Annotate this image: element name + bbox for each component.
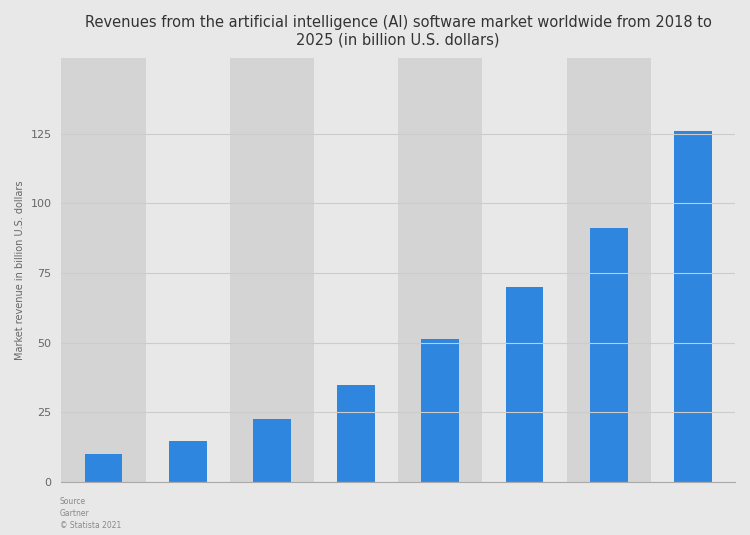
Title: Revenues from the artificial intelligence (AI) software market worldwide from 20: Revenues from the artificial intelligenc… xyxy=(85,15,712,48)
Bar xyxy=(230,58,314,482)
Bar xyxy=(566,58,651,482)
Bar xyxy=(62,58,146,482)
Bar xyxy=(85,454,122,482)
Bar xyxy=(398,58,482,482)
Bar xyxy=(506,287,544,482)
Y-axis label: Market revenue in billion U.S. dollars: Market revenue in billion U.S. dollars xyxy=(15,180,25,360)
Bar xyxy=(674,131,712,482)
Bar xyxy=(422,339,459,482)
Bar xyxy=(253,419,291,482)
Bar xyxy=(169,441,207,482)
Bar xyxy=(590,228,628,482)
Text: Source
Gartner
© Statista 2021: Source Gartner © Statista 2021 xyxy=(60,497,122,530)
Bar xyxy=(338,385,375,482)
